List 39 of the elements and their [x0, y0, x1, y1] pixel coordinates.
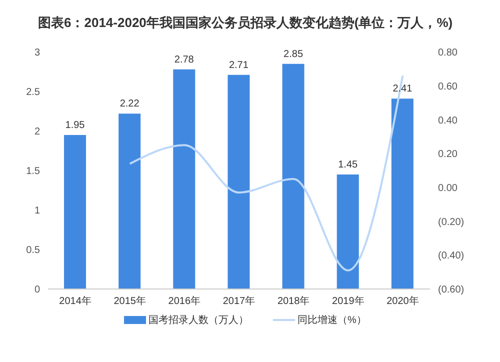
y-tick-label: 1 — [34, 206, 40, 217]
x-tick-label: 2016年 — [168, 295, 201, 308]
data-label: 2.78 — [174, 54, 194, 66]
x-tick-label: 2019年 — [332, 295, 364, 308]
x-tick-label: 2014年 — [59, 295, 92, 308]
bar — [391, 98, 414, 289]
y2-tick-label: 0.40 — [438, 115, 458, 126]
data-label: 1.45 — [338, 159, 358, 170]
y2-tick-label: 0.60 — [438, 81, 458, 92]
legend-label: 同比增速（%） — [298, 314, 366, 327]
x-tick-label: 2015年 — [114, 295, 146, 308]
data-label: 2.22 — [120, 98, 140, 110]
y2-tick-label: (0.40) — [438, 250, 464, 262]
y-tick-label: 0.5 — [26, 245, 40, 256]
y-tick-label: 3 — [34, 48, 40, 59]
y2-tick-label: (0.20) — [438, 216, 464, 228]
x-tick-label: 2018年 — [277, 295, 310, 308]
data-label: 2.85 — [284, 48, 304, 60]
y-tick-label: 2 — [34, 126, 40, 138]
legend-label: 国考招录人数（万人） — [148, 314, 249, 327]
data-label: 2.41 — [392, 84, 413, 95]
bar — [173, 69, 196, 289]
x-tick-label: 2017年 — [222, 295, 256, 308]
bar — [118, 114, 141, 289]
y-tick-label: 0 — [34, 284, 40, 296]
y-tick-label: 1.5 — [26, 166, 40, 178]
bar — [228, 74, 250, 289]
y2-tick-label: (0.60) — [438, 284, 464, 296]
chart-title: 图表6：2014-2020年我国国家公务员招录人数变化趋势(单位：万人，%) — [37, 14, 454, 32]
y-tick-label: 2.5 — [26, 87, 40, 98]
y2-tick-label: 0.20 — [438, 149, 458, 160]
x-tick-label: 2020年 — [386, 295, 419, 308]
y2-tick-label: 0.80 — [438, 48, 458, 59]
data-label: 2.71 — [228, 60, 249, 71]
bar — [336, 174, 359, 289]
data-label: 1.95 — [65, 120, 86, 131]
bar — [64, 134, 86, 289]
bar — [282, 64, 304, 289]
y2-tick-label: 0.00 — [438, 182, 458, 194]
